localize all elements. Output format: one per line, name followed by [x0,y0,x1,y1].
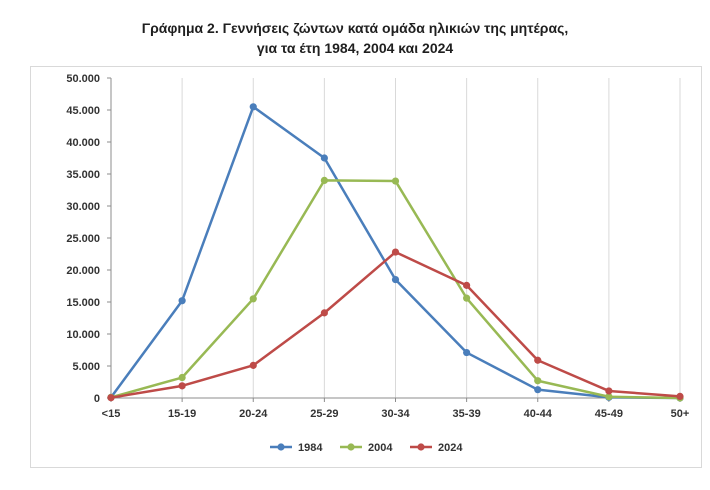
x-tick-label: 40-44 [524,408,553,420]
y-tick-label: 15.000 [66,297,100,309]
point-2024-20-24 [249,361,257,369]
y-tick-label: 40.000 [66,137,100,149]
point-1984-20-24 [249,103,257,111]
point-2024-25-29 [320,309,328,317]
series-2024 [107,248,684,402]
y-tick-label: 20.000 [66,265,100,277]
x-tick-label: 20-24 [239,408,268,420]
x-tick-label: 45-49 [595,408,623,420]
point-1984-35-39 [463,348,471,357]
x-tick-label: 25-29 [310,408,338,420]
x-tick-label: 15-19 [168,408,196,420]
point-2004-30-34 [391,177,400,185]
point-1984-30-34 [391,276,400,284]
x-tick-label: 35-39 [453,408,481,420]
point-1984-40-44 [534,386,542,394]
y-tick-label: 50.000 [66,73,100,85]
point-2024-30-34 [391,248,400,256]
series-group [107,103,684,402]
chart-title: Γράφημα 2. Γεννήσεις ζώντων κατά ομάδα η… [141,20,569,36]
x-tick-label: <15 [102,408,121,420]
y-tick-label: 30.000 [66,201,100,213]
legend-swatch-marker [347,443,355,451]
y-tick-label: 25.000 [66,233,100,245]
legend-item-2004: 2004 [340,442,393,454]
legend-swatch-marker [417,443,425,451]
y-tick-label: 0 [94,393,100,405]
x-tick-label: 30-34 [381,408,410,420]
chart-frame [30,66,702,468]
legend-label: 1984 [298,442,323,454]
point-2004-35-39 [463,294,471,302]
point-2024-35-39 [463,281,471,289]
point-2024-15-19 [178,382,186,390]
point-2004-40-44 [534,377,542,385]
grid-lines [181,78,681,398]
x-axis-ticks: <15 15-19 20-24 25-29 30-34 35-39 40-44 45-49 50… [102,398,690,420]
legend-label: 2024 [438,442,463,454]
y-tick-label: 45.000 [66,105,100,117]
point-2024-50+ [676,392,684,400]
x-tick-label: 50+ [671,408,690,420]
legend-item-2024: 2024 [410,442,463,454]
y-axis-ticks: 0 5.000 10.000 15.000 20.000 25.000 30.000 35.0… [66,73,111,405]
y-tick-label: 35.000 [66,169,100,181]
point-1984-15-19 [178,297,186,305]
point-2004-20-24 [249,295,257,303]
point-2024-45-49 [605,387,613,395]
point-2004-25-29 [320,176,328,184]
legend: 1984 2004 2024 [270,442,463,454]
point-2004-15-19 [178,373,186,382]
y-tick-label: 10.000 [66,329,100,341]
y-tick-label: 5.000 [72,361,100,373]
point-1984-25-29 [320,154,328,162]
legend-label: 2004 [368,442,393,454]
legend-item-1984: 1984 [270,442,323,454]
point-2004-45-49 [605,393,613,401]
legend-swatch-marker [277,443,285,451]
chart-subtitle: για τα έτη 1984, 2004 και 2024 [256,40,454,56]
point-2024-40-44 [534,356,542,364]
series-2004 [107,176,684,402]
point-2024-<15 [107,394,115,402]
chart-title-block: Γράφημα 2. Γεννήσεις ζώντων κατά ομάδα η… [0,18,710,58]
